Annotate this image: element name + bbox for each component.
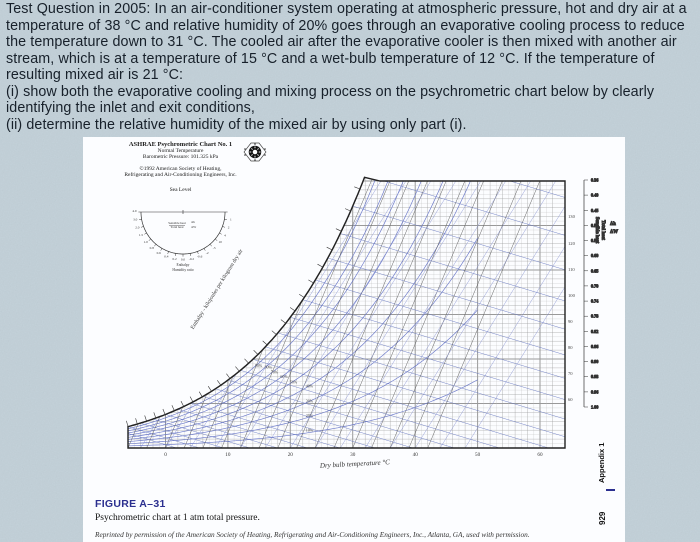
svg-text:Enthalpy - kilojoules per kilo: Enthalpy - kilojoules per kilogram dry a… (190, 248, 245, 330)
svg-text:0.45: 0.45 (591, 208, 598, 213)
svg-text:0.40: 0.40 (591, 193, 598, 198)
svg-text:0.74: 0.74 (591, 299, 599, 304)
svg-text:Δh: Δh (610, 222, 616, 227)
svg-text:60: 60 (568, 397, 573, 402)
svg-text:130: 130 (568, 214, 576, 219)
svg-text:ΔW: ΔW (610, 230, 618, 235)
svg-text:30: 30 (350, 452, 356, 458)
svg-text:0.60: 0.60 (591, 253, 598, 258)
svg-text:100: 100 (568, 293, 576, 298)
svg-text:0.82: 0.82 (591, 329, 598, 334)
svg-text:Total heat: Total heat (600, 220, 605, 240)
svg-text:1.00: 1.00 (591, 405, 598, 410)
svg-text:Dry bulb temperature °C: Dry bulb temperature °C (319, 458, 391, 470)
svg-text:40: 40 (413, 452, 419, 458)
svg-text:50: 50 (475, 452, 481, 458)
svg-text:0.78: 0.78 (591, 314, 598, 319)
svg-text:120: 120 (568, 241, 576, 246)
svg-text:0.36: 0.36 (591, 178, 598, 183)
svg-text:0.90: 0.90 (591, 359, 598, 364)
svg-text:Sensible heat: Sensible heat (594, 217, 599, 244)
svg-text:0.70: 0.70 (591, 283, 598, 288)
svg-text:0: 0 (164, 452, 167, 458)
svg-text:80: 80 (568, 345, 573, 350)
svg-text:70: 70 (568, 371, 573, 376)
svg-text:10: 10 (225, 452, 231, 458)
svg-text:0.86: 0.86 (591, 344, 598, 349)
svg-text:20: 20 (288, 452, 294, 458)
svg-text:0.65: 0.65 (591, 268, 598, 273)
svg-text:0.93: 0.93 (591, 374, 598, 379)
svg-text:90: 90 (568, 319, 573, 324)
svg-text:0.96: 0.96 (591, 389, 598, 394)
svg-text:60: 60 (537, 452, 543, 458)
svg-text:110: 110 (568, 267, 575, 272)
